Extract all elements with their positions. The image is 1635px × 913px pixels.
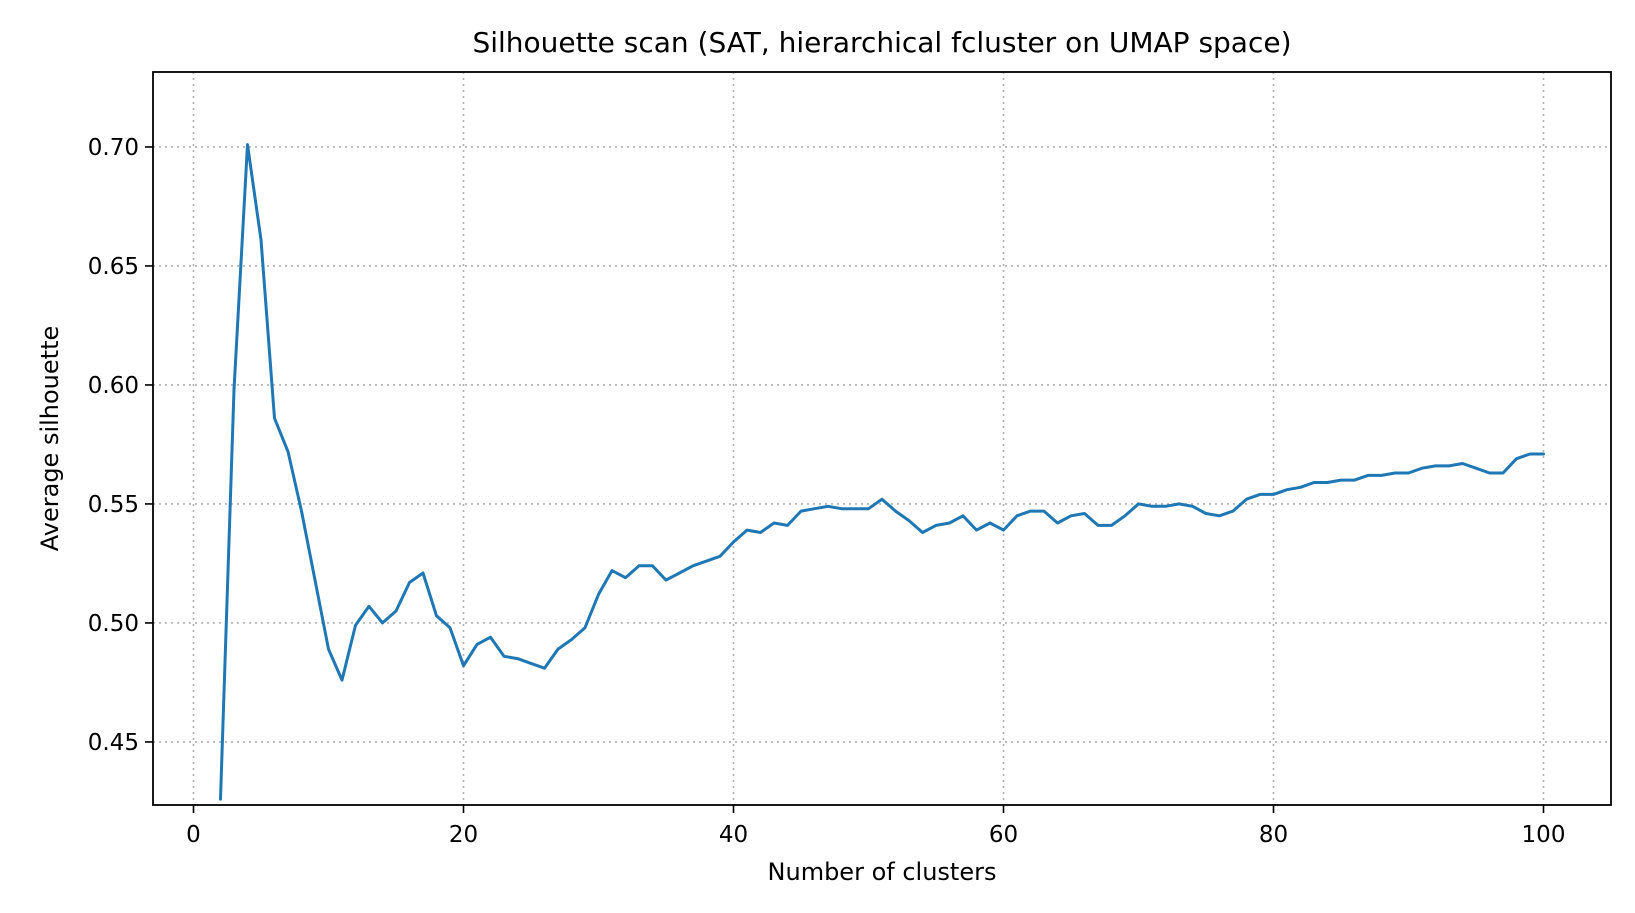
x-tick-label: 80 [1259,822,1288,848]
x-tick-label: 60 [989,822,1018,848]
y-tick-label: 0.55 [88,492,139,518]
y-tick-label: 0.60 [88,373,139,399]
x-axis-label: Number of clusters [768,858,997,886]
y-tick-label: 0.65 [88,254,139,280]
axis-ticks: 0 20 40 60 80 100 0.45 0.50 0.55 0.60 0.65 0.70 [88,135,1566,848]
chart-title: Silhouette scan (SAT, hierarchical fclus… [472,26,1291,59]
x-tick-label: 20 [449,822,478,848]
y-tick-label: 0.50 [88,611,139,637]
grid [153,72,1611,805]
series [219,143,1545,801]
y-tick-label: 0.45 [88,730,139,756]
plot-frame [152,71,1612,806]
x-tick-label: 40 [719,822,748,848]
x-tick-label: 0 [186,822,201,848]
y-tick-label: 0.70 [88,135,139,161]
y-axis-label: Average silhouette [36,326,64,551]
x-tick-label: 100 [1522,822,1566,848]
